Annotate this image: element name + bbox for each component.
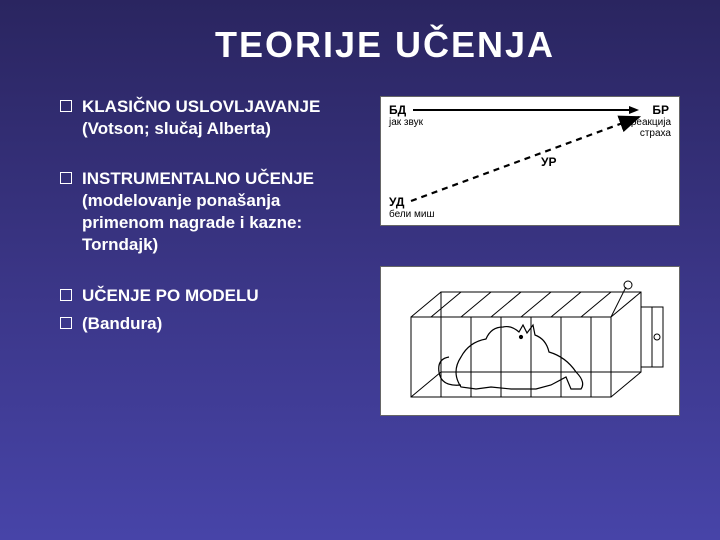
puzzle-box-illustration: [380, 266, 680, 416]
list-item: KLASIČNO USLOVLJAVANJE (Votson; slučaj A…: [60, 96, 360, 140]
square-icon: [60, 100, 72, 112]
puzzle-box-svg: [391, 277, 671, 407]
slide-title: TEORIJE UČENJA: [90, 24, 680, 66]
bullet-text: UČENJE PO MODELU: [82, 285, 259, 307]
bullet-text: INSTRUMENTALNO UČENJE (modelovanje ponaš…: [82, 168, 360, 256]
bullet-list: KLASIČNO USLOVLJAVANJE (Votson; slučaj A…: [60, 96, 360, 416]
bullet-text: KLASIČNO USLOVLJAVANJE (Votson; slučaj A…: [82, 96, 360, 140]
square-icon: [60, 172, 72, 184]
square-icon: [60, 289, 72, 301]
slide: TEORIJE UČENJA KLASIČNO USLOVLJAVANJE (V…: [0, 0, 720, 540]
list-item: UČENJE PO MODELU: [60, 285, 360, 307]
list-item: (Bandura): [60, 313, 360, 335]
arrow-dashed: [381, 97, 681, 227]
content-row: KLASIČNO USLOVLJAVANJE (Votson; slučaj A…: [60, 96, 680, 416]
figures-column: БД јак звук БР реакција страха УР УД бел…: [380, 96, 680, 416]
conditioning-diagram: БД јак звук БР реакција страха УР УД бел…: [380, 96, 680, 226]
square-icon: [60, 317, 72, 329]
bullet-text: (Bandura): [82, 313, 162, 335]
list-item: INSTRUMENTALNO UČENJE (modelovanje ponaš…: [60, 168, 360, 256]
